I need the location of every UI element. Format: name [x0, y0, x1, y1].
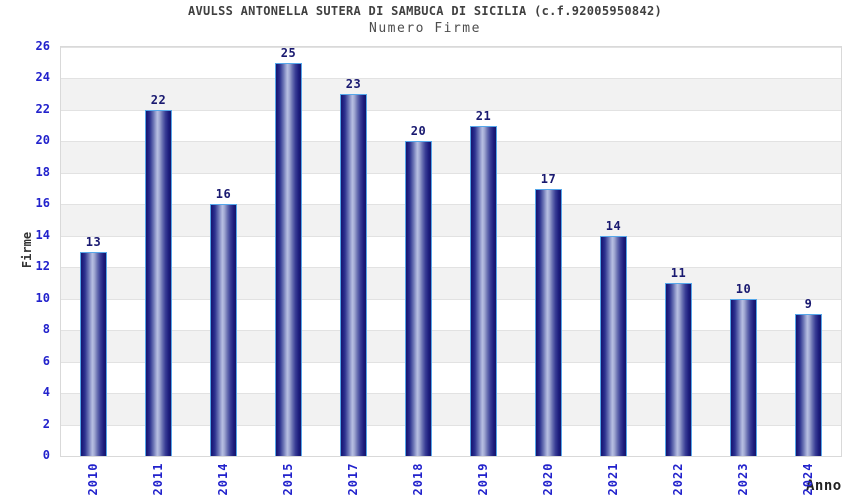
bar	[470, 125, 497, 456]
x-tick-label: 2019	[475, 462, 490, 496]
bar	[145, 109, 172, 456]
x-tick-label: 2021	[605, 462, 620, 496]
bar-value-label: 22	[150, 92, 167, 107]
y-tick-label: 12	[35, 259, 50, 274]
x-tick-label: 2020	[540, 462, 555, 496]
y-tick-label: 6	[42, 353, 50, 368]
y-tick-label: 2	[42, 416, 50, 431]
bar	[405, 141, 432, 456]
grid-band	[61, 267, 841, 299]
grid-band	[61, 393, 841, 425]
x-tick-label: 2017	[345, 462, 360, 496]
bar	[730, 298, 757, 456]
bar-value-label: 17	[540, 171, 557, 186]
bar-value-label: 13	[85, 234, 102, 249]
bar-value-label: 23	[345, 77, 362, 92]
y-tick-label: 14	[35, 227, 50, 242]
chart-title: AVULSS ANTONELLA SUTERA DI SAMBUCA DI SI…	[187, 4, 663, 18]
x-axis-label: Anno	[806, 478, 842, 494]
bar-value-label: 10	[735, 281, 752, 296]
bar-value-label: 21	[475, 108, 492, 123]
y-tick-label: 26	[35, 39, 50, 53]
bar-value-label: 16	[215, 187, 232, 202]
x-tick-label: 2015	[280, 462, 295, 496]
y-tick-label: 24	[35, 70, 50, 85]
chart-subtitle: Numero Firme	[369, 21, 481, 36]
x-tick-label: 2014	[215, 462, 230, 496]
x-tick-label: 2018	[410, 462, 425, 496]
bar	[600, 235, 627, 456]
y-tick-label: 4	[42, 385, 50, 400]
grid-band	[61, 204, 841, 236]
grid-band	[61, 361, 841, 394]
y-tick-label: 8	[42, 322, 50, 337]
grid-band	[61, 172, 841, 205]
x-tick-label: 2023	[735, 462, 750, 496]
grid-band	[61, 47, 841, 79]
bar-value-label: 25	[280, 45, 297, 60]
y-tick-label: 20	[35, 133, 50, 148]
bar	[275, 62, 302, 456]
grid-band	[61, 78, 841, 110]
bar-value-label: 9	[804, 297, 813, 312]
bar	[80, 251, 107, 456]
bar-value-label: 14	[605, 218, 622, 233]
y-tick-label: 18	[35, 164, 50, 179]
y-tick-label: 22	[35, 101, 50, 116]
grid-band	[61, 298, 841, 331]
plot-area: 13 22 16 25 23 20 21 17 14 11 10 9	[60, 46, 842, 457]
y-tick-label: 0	[42, 448, 50, 462]
grid-band	[61, 330, 841, 362]
x-tick-label: 2024	[800, 462, 815, 496]
grid-band	[61, 424, 841, 456]
bar-value-label: 20	[410, 124, 427, 139]
bar	[665, 282, 692, 456]
y-tick-label: 16	[35, 196, 50, 211]
grid-band	[61, 235, 841, 268]
grid-band	[61, 141, 841, 173]
y-tick-label: 10	[35, 290, 50, 305]
grid-band	[61, 109, 841, 142]
bar	[535, 188, 562, 456]
bar	[340, 94, 367, 456]
bar	[795, 314, 822, 456]
x-tick-label: 2010	[85, 462, 100, 496]
bar	[210, 204, 237, 456]
bar-value-label: 11	[670, 265, 687, 280]
x-tick-label: 2011	[150, 462, 165, 496]
x-tick-label: 2022	[670, 462, 685, 496]
